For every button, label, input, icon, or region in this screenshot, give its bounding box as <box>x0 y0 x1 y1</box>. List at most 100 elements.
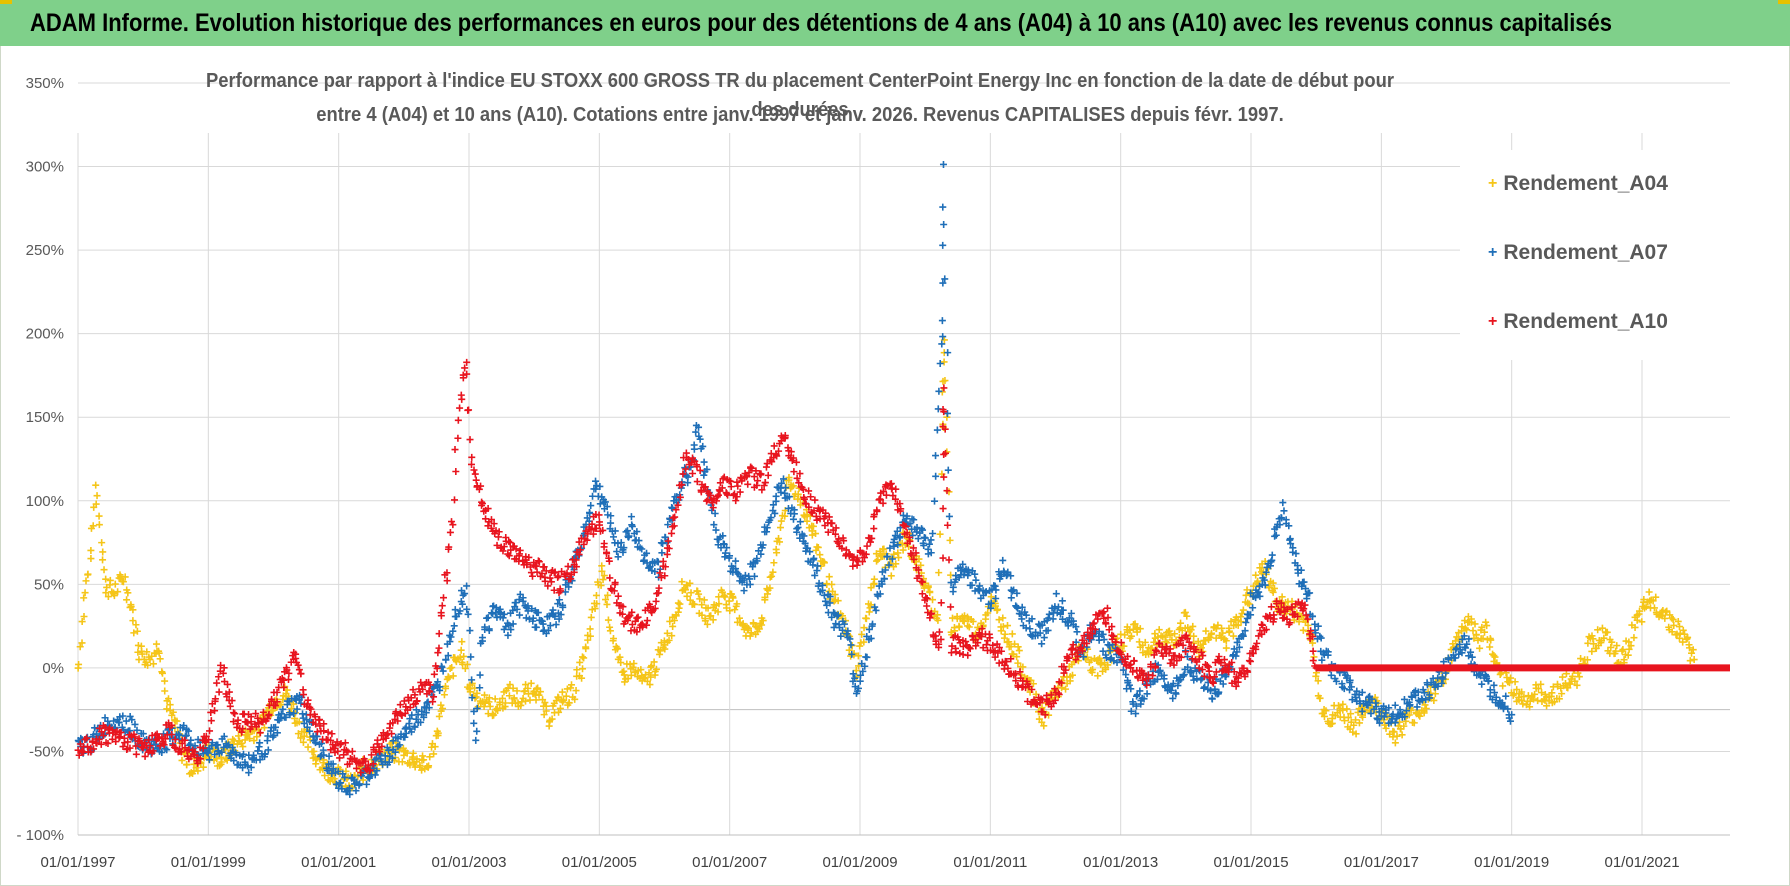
series-a07-point <box>519 597 527 605</box>
series-a10-point <box>117 728 125 736</box>
series-a04-point <box>604 591 612 599</box>
series-a07-point <box>692 428 700 436</box>
series-a04-point <box>665 636 673 644</box>
series-a07-point <box>587 502 595 510</box>
series-a07-point <box>1164 681 1172 689</box>
series-a10-point <box>1286 619 1294 627</box>
series-a10-point <box>796 470 804 478</box>
series-a07-point <box>1461 644 1469 652</box>
series-a07-point <box>401 733 409 741</box>
series-a07-point <box>1353 687 1361 695</box>
series-a07-point <box>1132 710 1140 718</box>
series-a07-point <box>936 360 944 368</box>
series-a07-point <box>1113 658 1121 666</box>
series-a10-point <box>770 442 778 450</box>
series-a07-point <box>484 614 492 622</box>
series-a04-point <box>666 617 674 625</box>
series-a04-point <box>460 652 468 660</box>
series-a07-point <box>341 774 349 782</box>
series-a04-point <box>1014 659 1022 667</box>
series-a10-point <box>873 506 881 514</box>
series-a04-point <box>816 551 824 559</box>
series-a10-point <box>492 527 500 535</box>
series-a04-point <box>1352 716 1360 724</box>
series-a04-point <box>1316 694 1324 702</box>
series-a07-point <box>723 544 731 552</box>
series-a10-point <box>1150 651 1158 659</box>
series-a10-point <box>748 464 756 472</box>
series-a10-point <box>280 683 288 691</box>
series-a10-point <box>311 713 319 721</box>
series-a07-point <box>789 515 797 523</box>
series-a07-point <box>1099 630 1107 638</box>
series-a10-point <box>595 521 603 529</box>
series-a10-point <box>1117 639 1125 647</box>
series-a07-point <box>859 667 867 675</box>
series-a07-point <box>711 510 719 518</box>
series-a07-point <box>261 750 269 758</box>
series-a10-point <box>223 693 231 701</box>
series-a07-point <box>546 622 554 630</box>
series-a04-point <box>1679 626 1687 634</box>
series-a04-point <box>668 632 676 640</box>
series-a07-point <box>1235 643 1243 651</box>
y-tick-label: 200% <box>26 326 64 343</box>
series-a04-point <box>606 627 614 635</box>
series-a04-point <box>560 696 568 704</box>
series-a10-point <box>923 602 931 610</box>
series-a04-point <box>731 606 739 614</box>
series-a10-point <box>906 537 914 545</box>
series-a10-point <box>965 644 973 652</box>
series-a07-point <box>420 713 428 721</box>
series-a07-point <box>1286 535 1294 543</box>
series-a07-point <box>903 512 911 520</box>
series-a04-point <box>1131 620 1139 628</box>
series-a10-point <box>691 457 699 465</box>
series-a04-point <box>647 673 655 681</box>
series-a07-point <box>1467 648 1475 656</box>
series-a10-point <box>540 563 548 571</box>
series-a10-point <box>642 621 650 629</box>
series-a07-point <box>1054 603 1062 611</box>
series-a10-point <box>800 495 808 503</box>
series-a04-point <box>856 642 864 650</box>
series-a04-point <box>439 705 447 713</box>
series-a10-point <box>487 516 495 524</box>
series-a07-point <box>1367 709 1375 717</box>
series-a10-point <box>547 578 555 586</box>
series-a10-point <box>926 614 934 622</box>
series-a07-point <box>732 557 740 565</box>
series-a10-point <box>440 594 448 602</box>
series-a10-point <box>1151 662 1159 670</box>
x-tick-label: 01/01/2007 <box>692 854 767 871</box>
series-a10-point <box>948 642 956 650</box>
series-a07-point <box>515 596 523 604</box>
series-a04-point <box>1400 722 1408 730</box>
series-a07-point <box>191 742 199 750</box>
series-a07-point <box>883 552 891 560</box>
series-a07-point <box>601 498 609 506</box>
series-a04-point <box>456 653 464 661</box>
series-a07-point <box>1486 686 1494 694</box>
series-a10-point <box>1129 668 1137 676</box>
series-a10-point <box>292 655 300 663</box>
series-a10-point <box>1195 655 1203 663</box>
series-a07-point <box>857 671 865 679</box>
series-a04-point <box>449 672 457 680</box>
series-a10-point <box>328 730 336 738</box>
series-a10-point <box>575 551 583 559</box>
series-a07-point <box>119 712 127 720</box>
series-a07-point <box>1044 626 1052 634</box>
series-a07-point <box>436 683 444 691</box>
series-a07-point <box>620 544 628 552</box>
series-a10-point <box>912 549 920 557</box>
series-a04-point <box>1483 622 1491 630</box>
series-a04-point <box>834 597 842 605</box>
series-a10-point <box>437 609 445 617</box>
series-a10-point <box>1102 620 1110 628</box>
y-tick-label: 100% <box>26 493 64 510</box>
series-a10-point <box>952 648 960 656</box>
series-a04-point <box>1431 690 1439 698</box>
x-tick-label: 01/01/2021 <box>1604 854 1679 871</box>
